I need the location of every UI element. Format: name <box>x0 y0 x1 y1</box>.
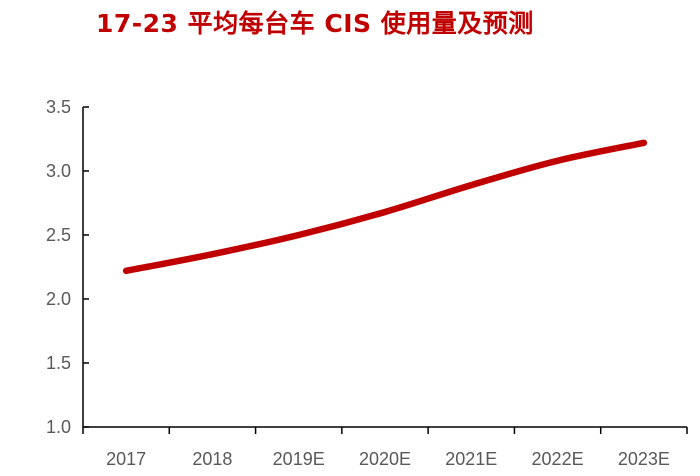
y-tick-label: 1.5 <box>46 353 71 373</box>
y-tick-label: 1.0 <box>46 417 71 437</box>
x-tick-label: 2018 <box>192 449 232 469</box>
x-tick-label: 2023E <box>618 449 670 469</box>
y-tick-label: 3.0 <box>46 161 71 181</box>
chart-title: 17-23 平均每台车 CIS 使用量及预测 <box>96 9 534 38</box>
x-tick-label: 2017 <box>106 449 146 469</box>
y-tick-label: 2.0 <box>46 289 71 309</box>
x-tick-label: 2021E <box>445 449 497 469</box>
x-tick-label: 2022E <box>532 449 584 469</box>
series-line <box>122 139 648 275</box>
x-tick-label: 2019E <box>273 449 325 469</box>
y-tick-label: 3.5 <box>46 97 71 117</box>
y-tick-label: 2.5 <box>46 225 71 245</box>
x-tick-label: 2020E <box>359 449 411 469</box>
